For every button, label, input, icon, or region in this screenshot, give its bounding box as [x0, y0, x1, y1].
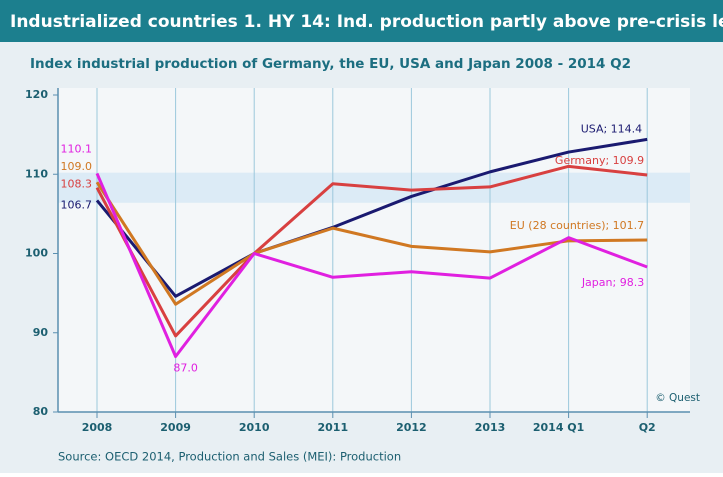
series-line [95, 181, 648, 306]
x-tick-label: 2009 [160, 421, 191, 434]
header-bar [0, 0, 723, 42]
data-label: USA; 114.4 [581, 122, 642, 135]
copyright: © Quest [655, 392, 700, 404]
y-tick-label: 110 [25, 167, 48, 180]
data-label: EU (28 countries); 101.7 [510, 219, 644, 232]
data-label: Germany; 109.9 [555, 154, 644, 167]
data-label: Japan; 98.3 [581, 276, 644, 289]
x-tick-label: 2008 [82, 421, 113, 434]
chart-subtitle: Index industrial production of Germany, … [30, 56, 631, 72]
series-line [95, 137, 648, 298]
plot-area [58, 88, 690, 412]
series-line [95, 172, 648, 359]
data-label: 106.7 [61, 198, 93, 211]
data-label: 87.0 [173, 362, 198, 375]
y-tick-label: 120 [25, 88, 48, 101]
data-label: 110.1 [61, 142, 93, 155]
source: Source: OECD 2014, Production and Sales … [58, 450, 401, 464]
y-tick-label: 80 [33, 405, 49, 418]
x-tick-label: 2014 Q1 [533, 421, 584, 434]
x-tick-label: 2010 [239, 421, 270, 434]
chart-title: Industrialized countries 1. HY 14: Ind. … [10, 12, 723, 32]
y-tick-label: 90 [33, 326, 49, 339]
x-tick-label: 2012 [396, 421, 427, 434]
y-tick-label: 100 [25, 247, 48, 260]
x-tick-label: Q2 [639, 421, 656, 434]
data-label: 109.0 [61, 160, 93, 173]
series-line [95, 164, 648, 338]
data-label: 108.3 [61, 178, 93, 191]
x-tick-label: 2011 [317, 421, 348, 434]
x-tick-label: 2013 [475, 421, 506, 434]
